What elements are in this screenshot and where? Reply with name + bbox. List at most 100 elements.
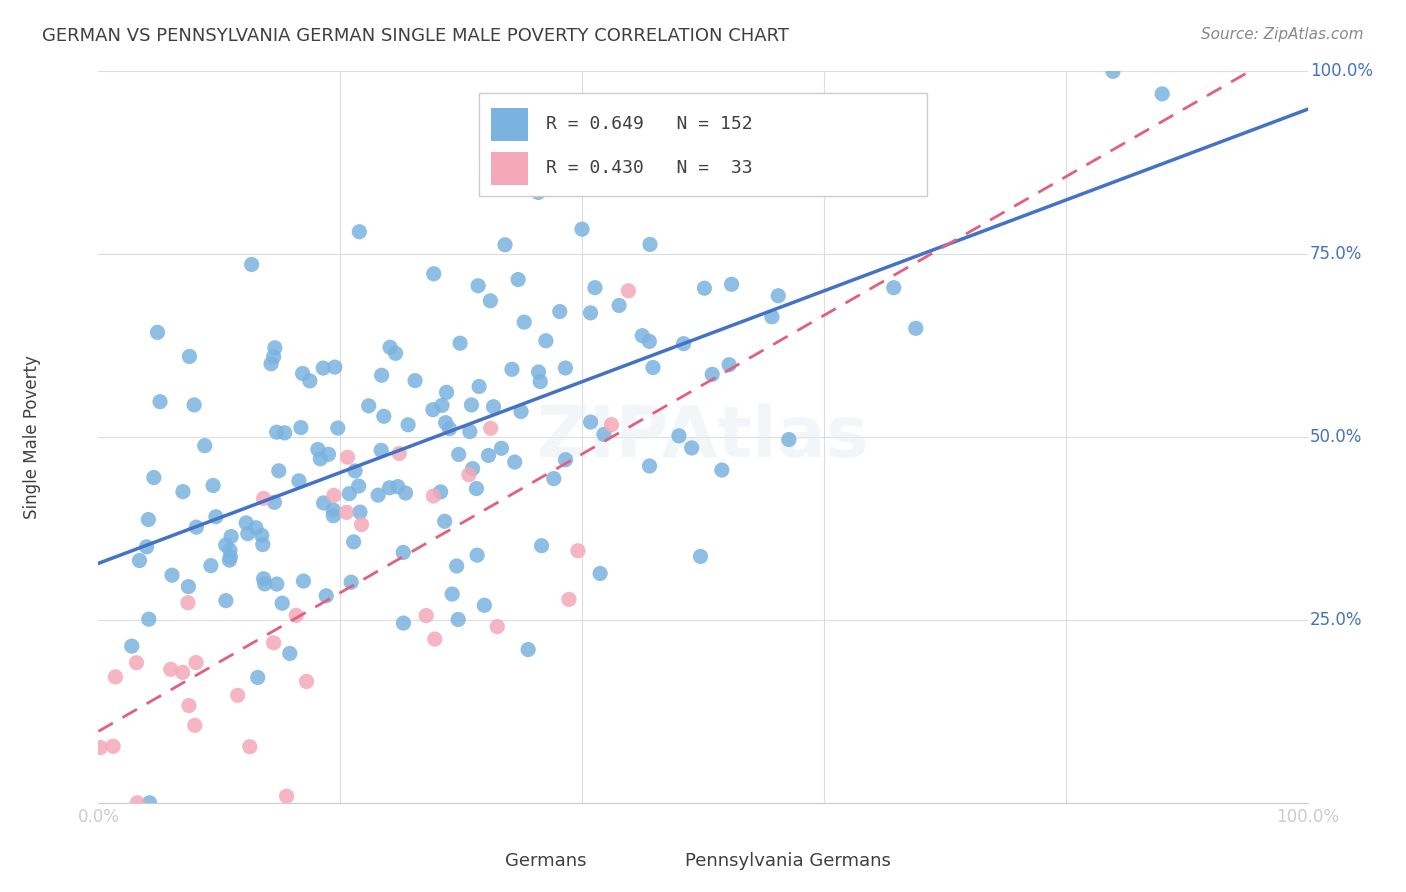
Point [439, 422, 461, 436]
Point [1152, 87, 1174, 101]
Point [263, 350, 285, 364]
Point [226, 688, 249, 702]
Point [245, 521, 267, 535]
Point [479, 421, 502, 435]
Point [312, 361, 335, 376]
Point [271, 596, 294, 610]
Point [422, 267, 444, 281]
Point [183, 398, 205, 412]
Point [404, 374, 426, 388]
Point [278, 647, 301, 661]
Point [527, 365, 550, 379]
Point [689, 549, 711, 564]
Point [482, 400, 505, 414]
Point [458, 425, 481, 439]
Point [186, 520, 208, 534]
Point [831, 173, 853, 187]
Point [266, 577, 288, 591]
Point [215, 593, 238, 607]
Point [668, 429, 690, 443]
Point [672, 144, 695, 158]
Point [184, 718, 207, 732]
Point [527, 186, 550, 200]
Point [323, 360, 346, 375]
Point [309, 451, 332, 466]
Text: GERMAN VS PENNSYLVANIA GERMAN SINGLE MALE POVERTY CORRELATION CHART: GERMAN VS PENNSYLVANIA GERMAN SINGLE MAL… [42, 27, 789, 45]
Point [218, 553, 240, 567]
Point [177, 596, 200, 610]
Point [315, 589, 337, 603]
Point [530, 539, 553, 553]
Point [370, 443, 392, 458]
Point [135, 540, 157, 554]
Point [681, 441, 703, 455]
Point [367, 488, 389, 502]
Point [349, 225, 371, 239]
Point [290, 420, 312, 434]
Point [215, 538, 238, 552]
Point [295, 674, 318, 689]
Point [589, 566, 612, 581]
Point [517, 642, 540, 657]
Point [357, 399, 380, 413]
Point [441, 587, 464, 601]
Point [720, 277, 742, 292]
Point [312, 496, 335, 510]
Point [415, 608, 437, 623]
Point [347, 479, 370, 493]
Point [461, 461, 484, 475]
Point [138, 796, 160, 810]
Point [479, 293, 502, 308]
Point [266, 425, 288, 440]
Text: 50.0%: 50.0% [1310, 428, 1362, 446]
Point [904, 321, 927, 335]
Point [378, 340, 401, 354]
Point [422, 489, 444, 503]
Point [434, 416, 457, 430]
Point [104, 670, 127, 684]
Point [121, 639, 143, 653]
Point [349, 505, 371, 519]
Point [392, 545, 415, 559]
Point [337, 486, 360, 500]
Point [447, 613, 470, 627]
Point [335, 505, 357, 519]
Point [350, 517, 373, 532]
Point [638, 458, 661, 473]
Point [467, 278, 489, 293]
Point [236, 526, 259, 541]
Point [138, 612, 160, 626]
Point [202, 478, 225, 492]
Point [219, 549, 242, 564]
Point [177, 698, 200, 713]
Text: Germans: Germans [505, 853, 586, 871]
Point [160, 568, 183, 582]
Point [322, 508, 344, 523]
Point [252, 491, 274, 506]
Point [323, 488, 346, 502]
Point [510, 404, 533, 418]
Point [600, 417, 623, 432]
Point [567, 543, 589, 558]
Point [172, 484, 194, 499]
Point [558, 592, 581, 607]
Point [343, 534, 366, 549]
Point [263, 495, 285, 509]
Point [159, 662, 181, 676]
Point [447, 447, 470, 461]
Point [384, 346, 406, 360]
Point [607, 298, 630, 312]
Point [491, 442, 513, 456]
Point [617, 284, 640, 298]
Point [501, 362, 523, 376]
Text: Source: ZipAtlas.com: Source: ZipAtlas.com [1201, 27, 1364, 42]
Point [436, 385, 458, 400]
Point [344, 464, 367, 478]
Point [291, 367, 314, 381]
Point [433, 514, 456, 528]
Point [373, 409, 395, 424]
FancyBboxPatch shape [703, 847, 751, 874]
Point [322, 503, 344, 517]
Point [638, 334, 661, 349]
Point [548, 304, 571, 318]
